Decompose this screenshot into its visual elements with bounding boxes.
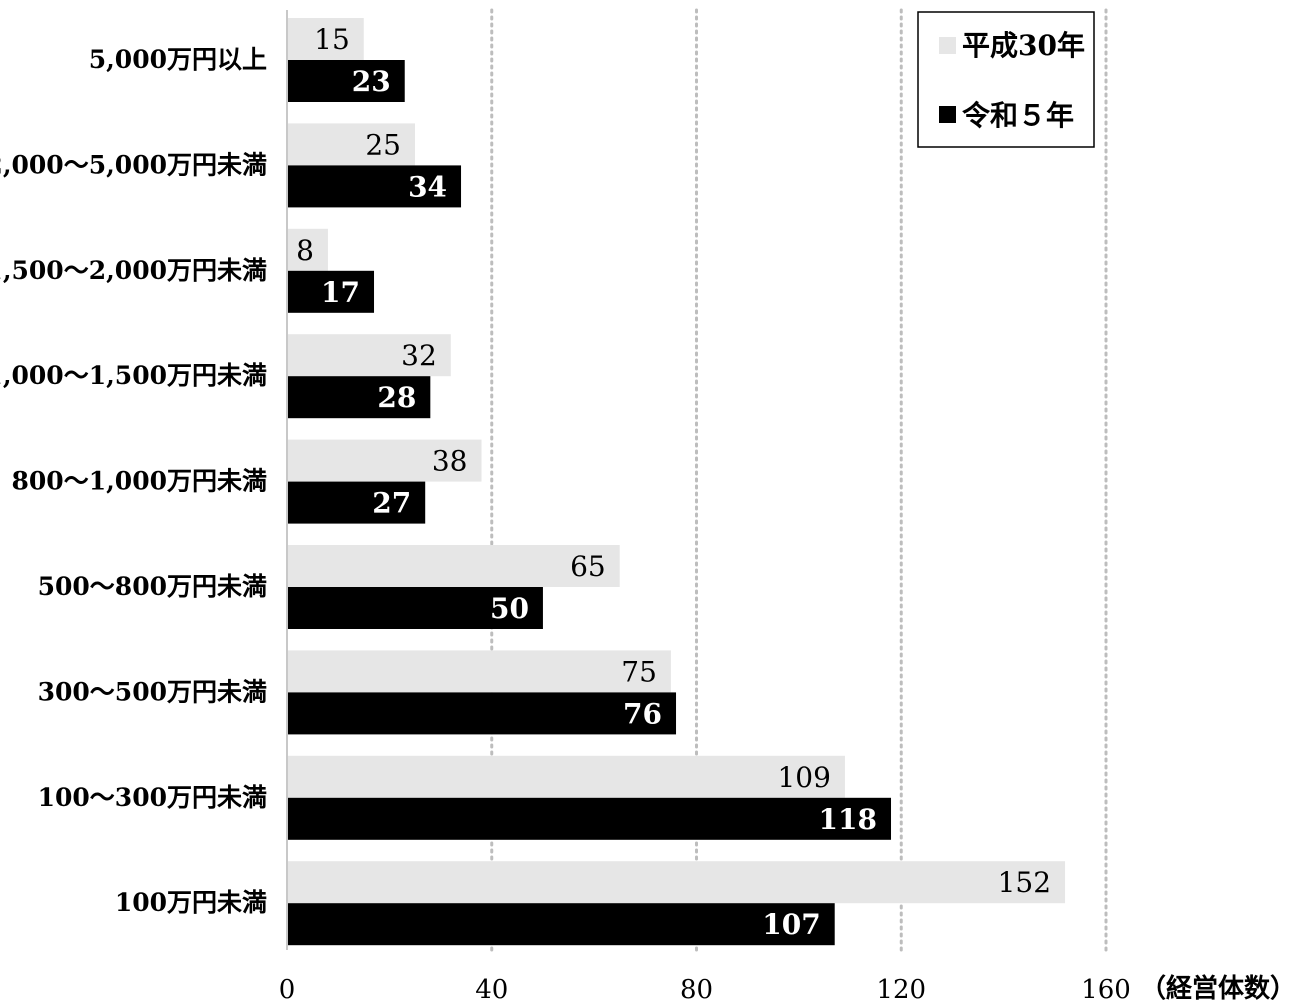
- bar-h30-6: [287, 650, 671, 693]
- data-label-r5-7: 118: [819, 803, 877, 836]
- data-label-h30-1: 25: [365, 128, 401, 161]
- legend: 平成30年 令和５年: [917, 11, 1095, 148]
- bar-h30-8: [287, 861, 1066, 904]
- bar-h30-7: [287, 755, 845, 798]
- category-label: 800～1,000万円未満: [12, 467, 267, 496]
- x-axis-unit-label: （経営体数）: [1140, 973, 1296, 1002]
- data-label-r5-3: 28: [377, 381, 416, 414]
- bar-r5-6: [287, 692, 677, 735]
- bar-h30-1: [287, 123, 415, 166]
- bar-r5-4: [287, 481, 426, 524]
- data-label-h30-8: 152: [998, 866, 1051, 899]
- category-label: 100～300万円未満: [38, 783, 267, 812]
- data-label-r5-5: 50: [490, 592, 529, 625]
- legend-label-series-0: 平成30年: [962, 29, 1085, 62]
- x-tick-label: 40: [475, 975, 508, 1002]
- category-label: 1,500～2,000万円未満: [0, 256, 267, 285]
- data-label-r5-6: 76: [623, 697, 662, 730]
- bar-r5-0: [287, 60, 405, 102]
- data-label-r5-8: 107: [762, 908, 820, 941]
- bar-h30-2: [287, 228, 328, 271]
- bar-h30-3: [287, 334, 451, 377]
- bar-r5-5: [287, 587, 543, 629]
- data-label-h30-4: 38: [432, 445, 468, 478]
- data-label-h30-6: 75: [621, 655, 657, 688]
- x-tick-label: 160: [1081, 975, 1131, 1002]
- data-label-h30-3: 32: [401, 339, 437, 372]
- bar-r5-1: [287, 165, 462, 208]
- legend-label-series-1: 令和５年: [962, 99, 1074, 132]
- x-tick-label: 80: [680, 975, 713, 1002]
- legend-swatch-series-1: [939, 106, 956, 123]
- data-label-r5-4: 27: [372, 487, 411, 520]
- bar-r5-7: [287, 797, 892, 840]
- bar-h30-5: [287, 545, 620, 587]
- category-label: 1,000～1,500万円未満: [0, 361, 267, 390]
- bar-r5-8: [287, 903, 835, 946]
- data-label-r5-2: 17: [321, 276, 360, 309]
- category-label: 100万円未満: [115, 888, 267, 917]
- data-label-h30-5: 65: [570, 550, 606, 583]
- category-label: 2,000～5,000万円未満: [0, 150, 267, 179]
- legend-frame: [917, 11, 1095, 148]
- x-tick-label: 0: [279, 975, 296, 1002]
- x-axis-tick-labels: 0 40 80 120 160: [279, 975, 1131, 1002]
- data-label-r5-0: 23: [352, 65, 391, 98]
- data-label-h30-0: 15: [314, 23, 350, 56]
- bar-h30-0: [287, 18, 364, 60]
- category-labels: 5,000万円以上 2,000～5,000万円未満 1,500～2,000万円未満 1…: [0, 45, 267, 917]
- bar-r5-2: [287, 270, 375, 313]
- category-label: 5,000万円以上: [89, 45, 267, 74]
- legend-swatch-series-0: [939, 37, 956, 54]
- category-label: 300～500万円未満: [38, 677, 267, 706]
- bar-r5-3: [287, 376, 431, 419]
- bar-h30-4: [287, 439, 482, 482]
- data-label-h30-7: 109: [777, 761, 830, 794]
- data-label-h30-2: 8: [296, 234, 314, 267]
- x-tick-label: 120: [876, 975, 926, 1002]
- data-label-r5-1: 34: [408, 170, 447, 203]
- category-label: 500～800万円未満: [38, 572, 267, 601]
